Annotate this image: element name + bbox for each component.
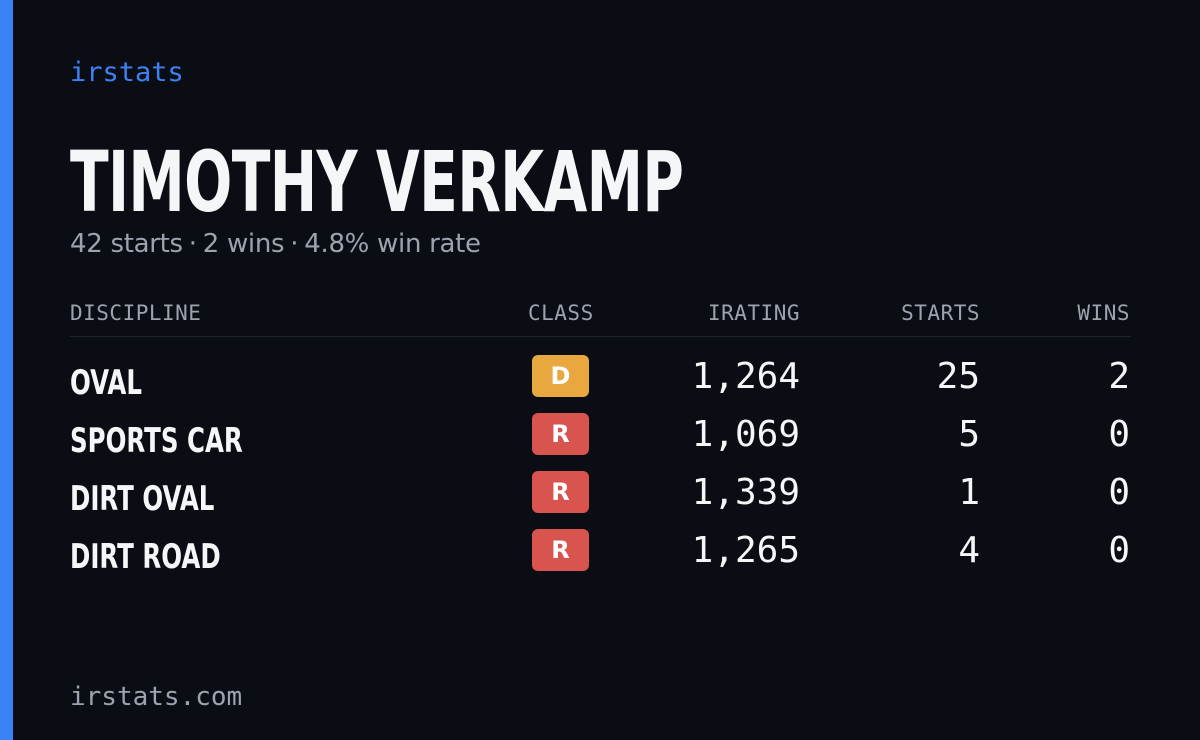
irating-value: 1,339 <box>691 472 800 513</box>
starts-value: 5 <box>958 414 980 455</box>
starts-value: 1 <box>958 472 980 513</box>
header-irating: IRATING <box>707 301 800 325</box>
player-name: TIMOTHY VERKAMP <box>70 133 684 231</box>
site-url-link[interactable]: irstats.com <box>70 682 243 712</box>
wins-value: 0 <box>1108 414 1130 455</box>
player-summary: 42 starts · 2 wins · 4.8% win rate <box>70 226 481 262</box>
starts-summary: 42 starts <box>70 229 183 259</box>
table-row: DIRT ROAD R 1,265 4 0 <box>70 527 1131 585</box>
header-starts: STARTS <box>901 301 980 325</box>
wins-value: 0 <box>1108 472 1130 513</box>
summary-separator: · <box>290 229 299 259</box>
accent-bar <box>0 0 13 740</box>
table-row: SPORTS CAR R 1,069 5 0 <box>70 411 1131 469</box>
discipline-name: SPORTS CAR <box>70 421 243 461</box>
brand-logo-text: irstats <box>70 57 184 88</box>
summary-separator: · <box>188 229 197 259</box>
irating-value: 1,264 <box>691 356 800 397</box>
starts-value: 25 <box>936 356 980 397</box>
wins-summary: 2 wins <box>202 229 285 259</box>
table-body: OVAL D 1,264 25 2 SPORTS CAR R 1,069 5 0… <box>70 337 1131 585</box>
license-class-badge: D <box>532 355 589 397</box>
wins-value: 2 <box>1108 356 1130 397</box>
discipline-name: DIRT OVAL <box>70 479 215 519</box>
discipline-name: OVAL <box>70 363 142 403</box>
header-discipline: DISCIPLINE <box>70 301 202 325</box>
license-class-badge: R <box>532 529 589 571</box>
irating-value: 1,069 <box>691 414 800 455</box>
discipline-stats-table: DISCIPLINE CLASS IRATING STARTS WINS OVA… <box>70 296 1131 585</box>
license-class-badge: R <box>532 413 589 455</box>
wins-value: 0 <box>1108 530 1130 571</box>
table-header: DISCIPLINE CLASS IRATING STARTS WINS <box>70 296 1131 337</box>
irating-value: 1,265 <box>691 530 800 571</box>
table-row: OVAL D 1,264 25 2 <box>70 353 1131 411</box>
license-class-badge: R <box>532 471 589 513</box>
starts-value: 4 <box>958 530 980 571</box>
header-class: CLASS <box>528 301 594 325</box>
table-row: DIRT OVAL R 1,339 1 0 <box>70 469 1131 527</box>
discipline-name: DIRT ROAD <box>70 537 221 577</box>
header-wins: WINS <box>1077 301 1130 325</box>
win-rate-summary: 4.8% win rate <box>304 229 481 259</box>
